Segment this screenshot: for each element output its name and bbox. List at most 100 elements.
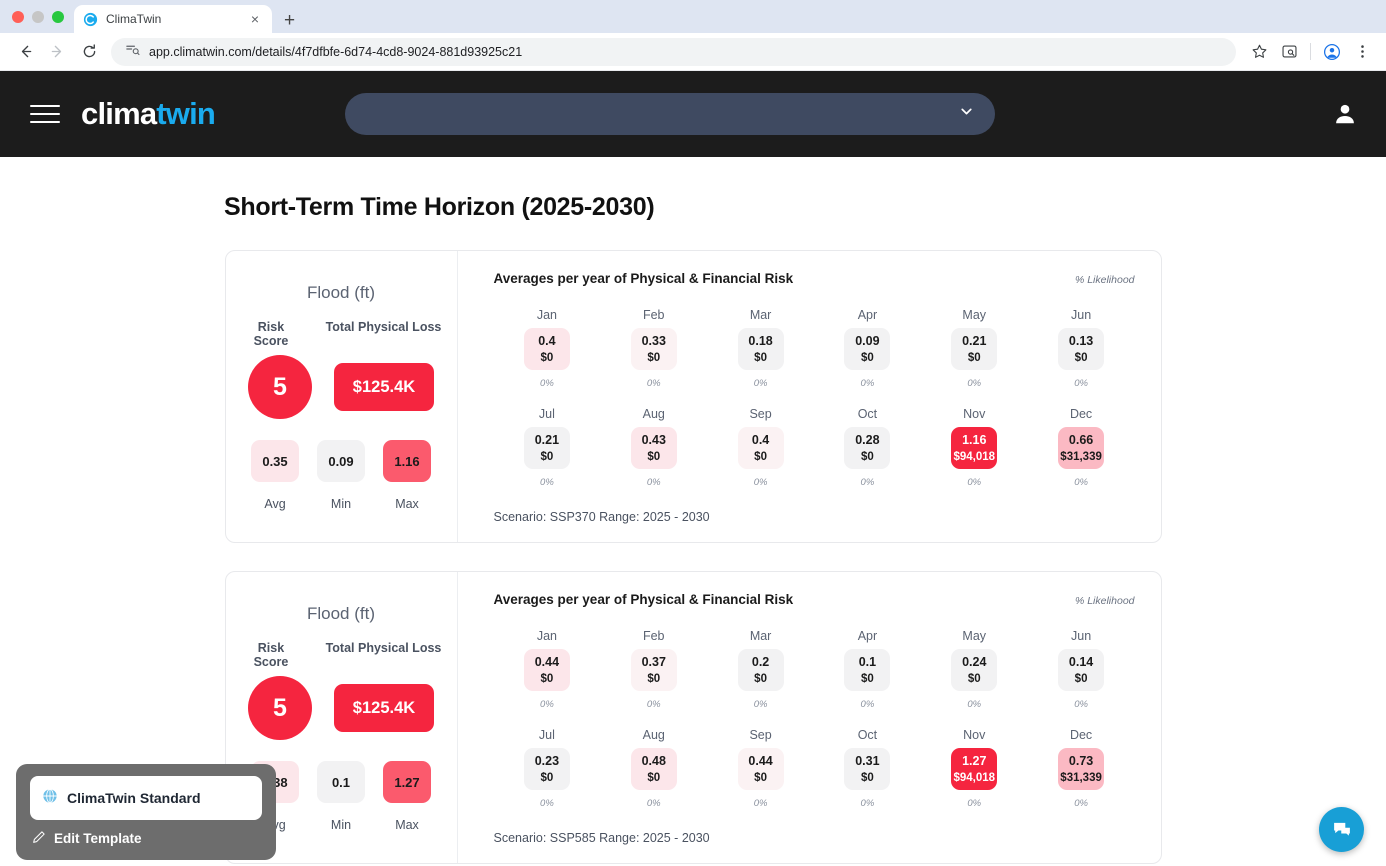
month-value-box: 0.43 $0 bbox=[630, 427, 677, 469]
month-loss-value: $0 bbox=[647, 673, 661, 685]
month-likelihood: 0% bbox=[646, 378, 661, 389]
close-icon[interactable]: × bbox=[250, 11, 260, 27]
stat-row: 0.38 Avg 0.1 Min 1.27 Max bbox=[251, 761, 431, 832]
stat-value: 1.27 bbox=[394, 774, 420, 790]
month-cell[interactable]: Aug 0.48 $0 0% bbox=[600, 728, 707, 809]
month-depth-value: 0.44 bbox=[534, 655, 560, 669]
stat-value-box: 0.35 bbox=[251, 440, 299, 482]
edit-template-button[interactable]: Edit Template bbox=[30, 830, 262, 847]
risk-card: Flood (ft) Risk Score Total Physical Los… bbox=[224, 571, 1162, 864]
app-header: climatwin bbox=[0, 71, 1386, 157]
month-cell[interactable]: Jan 0.44 $0 0% bbox=[494, 629, 601, 710]
month-cell[interactable]: Nov 1.27 $94,018 0% bbox=[921, 728, 1028, 809]
page-title: Short-Term Time Horizon (2025-2030) bbox=[224, 193, 655, 221]
template-popup[interactable]: ClimaTwin Standard Edit Template bbox=[16, 764, 276, 860]
month-depth-value: 0.31 bbox=[855, 754, 880, 768]
month-label: Jul bbox=[538, 728, 555, 742]
global-search-select[interactable] bbox=[345, 93, 996, 135]
permission-icon[interactable] bbox=[125, 42, 140, 62]
month-cell[interactable]: Jan 0.4 $0 0% bbox=[494, 308, 601, 389]
three-dot-menu-icon[interactable] bbox=[1348, 38, 1376, 66]
address-bar[interactable]: app.climatwin.com/details/4f7dfbfe-6d74-… bbox=[111, 37, 1236, 66]
month-cell[interactable]: Jul 0.21 $0 0% bbox=[494, 407, 601, 488]
month-value-box: 0.44 $0 bbox=[523, 649, 570, 691]
month-cell[interactable]: Apr 0.09 $0 0% bbox=[814, 308, 921, 389]
month-likelihood: 0% bbox=[753, 378, 768, 389]
month-label: Mar bbox=[749, 629, 772, 643]
month-label: Oct bbox=[857, 728, 878, 742]
month-cell[interactable]: Dec 0.73 $31,339 0% bbox=[1028, 728, 1135, 809]
close-window-button[interactable] bbox=[12, 10, 24, 23]
tab-search-icon[interactable] bbox=[1275, 38, 1303, 66]
month-cell[interactable]: Jun 0.13 $0 0% bbox=[1028, 308, 1135, 389]
month-cell[interactable]: Apr 0.1 $0 0% bbox=[814, 629, 921, 710]
month-loss-value: $0 bbox=[861, 352, 874, 364]
month-cell[interactable]: Dec 0.66 $31,339 0% bbox=[1028, 407, 1135, 488]
chevron-down-icon[interactable] bbox=[958, 103, 975, 125]
browser-toolbar: app.climatwin.com/details/4f7dfbfe-6d74-… bbox=[0, 33, 1386, 71]
month-label: Aug bbox=[642, 407, 665, 421]
stat-value: 0.09 bbox=[328, 453, 354, 469]
minimize-window-button[interactable] bbox=[32, 10, 44, 23]
user-account-button[interactable] bbox=[1332, 101, 1358, 127]
month-cell[interactable]: Aug 0.43 $0 0% bbox=[600, 407, 707, 488]
month-depth-value: 0.13 bbox=[1068, 334, 1094, 348]
month-value-box: 0.24 $0 bbox=[951, 649, 998, 691]
back-icon[interactable] bbox=[10, 37, 40, 67]
month-loss-value: $0 bbox=[540, 352, 554, 364]
month-cell[interactable]: Sep 0.44 $0 0% bbox=[707, 728, 814, 809]
month-cell[interactable]: May 0.24 $0 0% bbox=[921, 629, 1028, 710]
forward-icon[interactable] bbox=[42, 37, 72, 67]
chat-support-button[interactable] bbox=[1319, 807, 1364, 852]
month-cell[interactable]: Oct 0.31 $0 0% bbox=[814, 728, 921, 809]
month-cell[interactable]: Jun 0.14 $0 0% bbox=[1028, 629, 1135, 710]
star-icon[interactable] bbox=[1245, 38, 1273, 66]
month-value-box: 0.37 $0 bbox=[630, 649, 677, 691]
month-label: Apr bbox=[857, 308, 878, 322]
logo-text-accent: twin bbox=[156, 96, 216, 131]
stat-row: 0.35 Avg 0.09 Min 1.16 Max bbox=[251, 440, 431, 511]
month-cell[interactable]: May 0.21 $0 0% bbox=[921, 308, 1028, 389]
reload-icon[interactable] bbox=[74, 37, 104, 67]
month-label: Sep bbox=[749, 407, 772, 421]
browser-tab[interactable]: ClimaTwin × bbox=[74, 5, 272, 33]
month-loss-value: $0 bbox=[967, 673, 981, 685]
month-cell[interactable]: Mar 0.18 $0 0% bbox=[707, 308, 814, 389]
window-traffic-lights[interactable] bbox=[8, 0, 74, 33]
month-cell[interactable]: Feb 0.37 $0 0% bbox=[600, 629, 707, 710]
month-depth-value: 0.09 bbox=[855, 334, 880, 348]
month-likelihood: 0% bbox=[860, 699, 875, 710]
month-value-box: 0.4 $0 bbox=[523, 328, 570, 370]
stat-value-box: 0.09 bbox=[317, 440, 365, 482]
month-likelihood: 0% bbox=[1074, 699, 1088, 710]
month-cell[interactable]: Feb 0.33 $0 0% bbox=[600, 308, 707, 389]
template-selected-card[interactable]: ClimaTwin Standard bbox=[30, 776, 262, 820]
month-value-box: 0.21 $0 bbox=[523, 427, 570, 469]
month-cell[interactable]: Oct 0.28 $0 0% bbox=[814, 407, 921, 488]
month-cell[interactable]: Nov 1.16 $94,018 0% bbox=[921, 407, 1028, 488]
person-icon bbox=[1336, 104, 1354, 124]
month-cell[interactable]: Sep 0.4 $0 0% bbox=[707, 407, 814, 488]
stat-avg: 0.35 Avg bbox=[251, 440, 299, 511]
month-loss-value: $0 bbox=[540, 772, 554, 784]
month-cell[interactable]: Mar 0.2 $0 0% bbox=[707, 629, 814, 710]
account-circle-icon[interactable] bbox=[1318, 38, 1346, 66]
month-label: Jul bbox=[538, 407, 555, 421]
risk-score-label: Risk Score bbox=[253, 320, 289, 348]
new-tab-button[interactable]: + bbox=[284, 10, 296, 31]
stat-value: 0.35 bbox=[262, 453, 288, 469]
hamburger-menu-icon[interactable] bbox=[30, 105, 60, 123]
maximize-window-button[interactable] bbox=[52, 10, 64, 23]
month-depth-value: 0.73 bbox=[1068, 754, 1094, 768]
month-loss-value: $0 bbox=[754, 352, 767, 364]
app-logo[interactable]: climatwin bbox=[81, 96, 216, 132]
month-cell[interactable]: Jul 0.23 $0 0% bbox=[494, 728, 601, 809]
month-label: Aug bbox=[642, 728, 665, 742]
month-label: Dec bbox=[1069, 407, 1093, 421]
month-likelihood: 0% bbox=[540, 378, 554, 389]
month-likelihood: 0% bbox=[967, 798, 982, 809]
month-label: May bbox=[962, 308, 987, 322]
month-value-box: 0.23 $0 bbox=[523, 748, 570, 790]
month-loss-value: $94,018 bbox=[953, 772, 996, 784]
month-loss-value: $0 bbox=[754, 451, 767, 463]
